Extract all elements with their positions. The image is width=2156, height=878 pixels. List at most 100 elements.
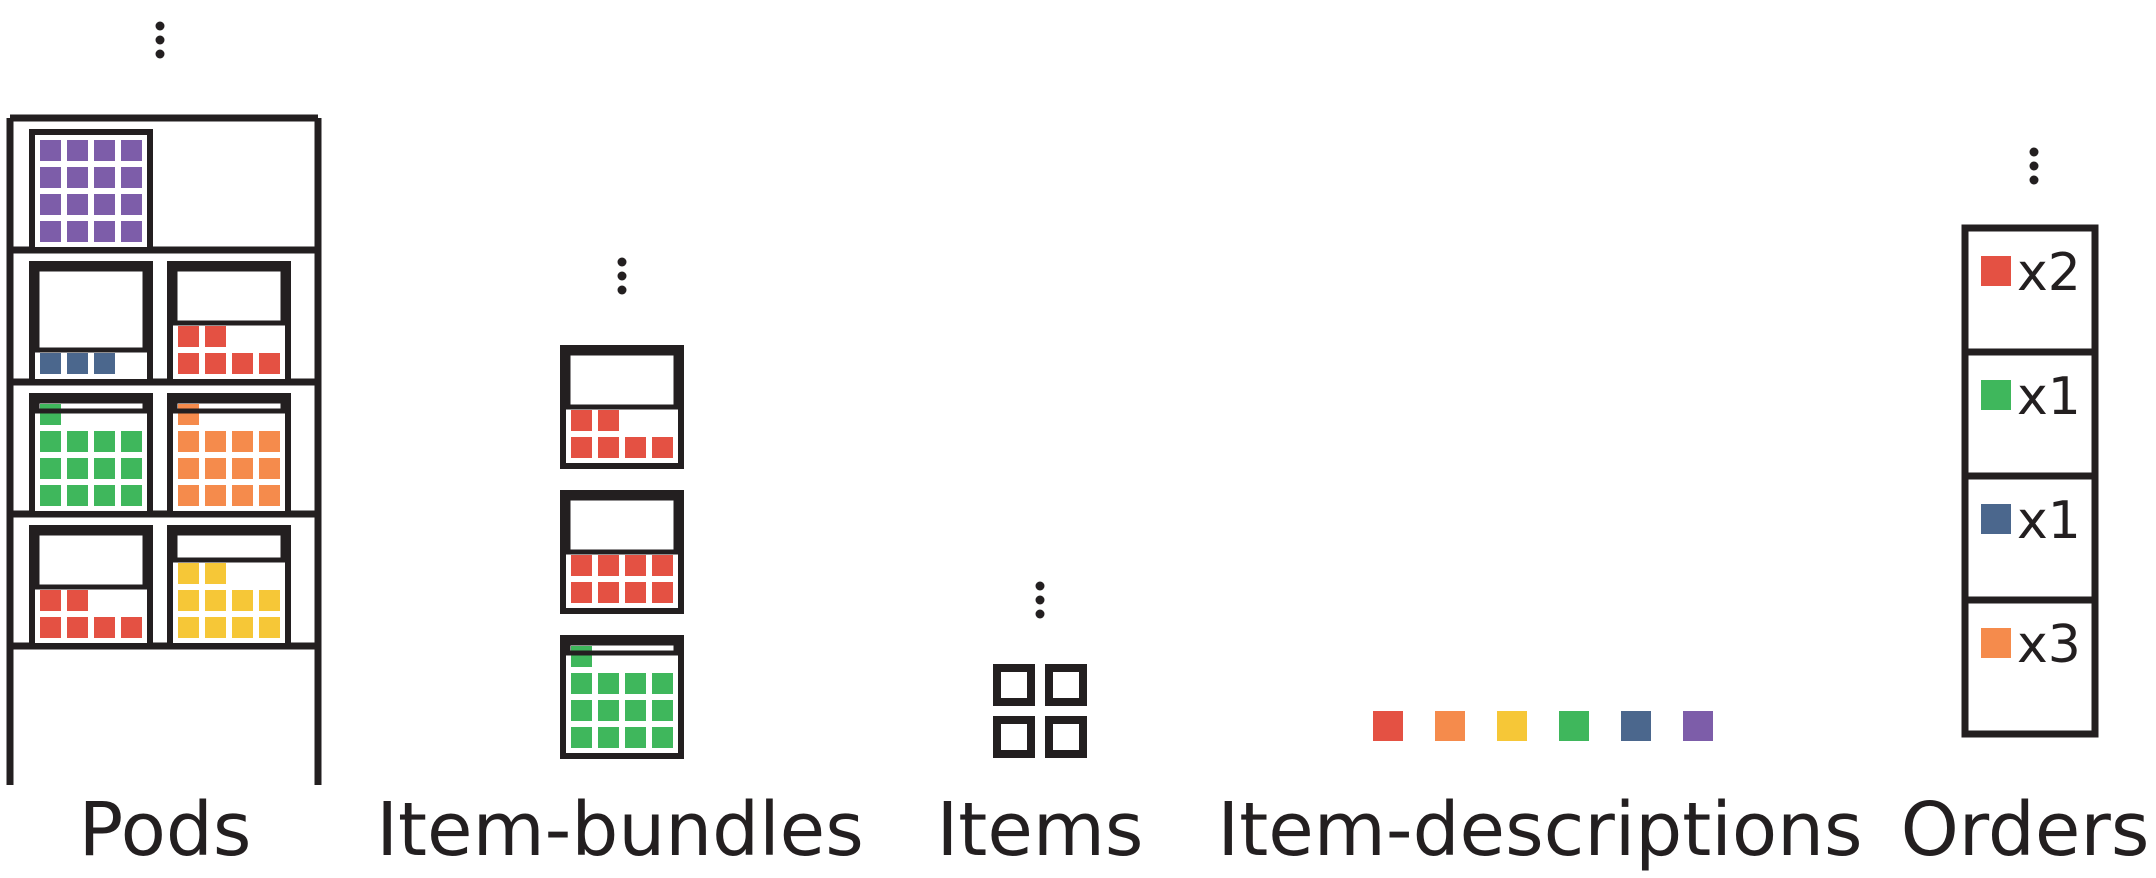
item-square: [571, 437, 592, 458]
item-bundles-stack: [560, 257, 684, 759]
ellipsis-icon: [155, 21, 165, 59]
item-square: [625, 555, 646, 576]
item-square: [625, 700, 646, 721]
item-square: [571, 646, 592, 667]
ellipsis-icon: [617, 257, 627, 295]
bin-empty-area: [565, 350, 679, 410]
pod-bin: [167, 261, 291, 385]
item-square: [40, 458, 61, 479]
item-square: [178, 353, 199, 374]
item-square: [178, 404, 199, 425]
item-square: [571, 700, 592, 721]
item-square: [121, 617, 142, 638]
item-square: [121, 431, 142, 452]
item-square: [67, 140, 88, 161]
item-square: [67, 617, 88, 638]
item-square: [40, 353, 61, 374]
item-square: [178, 326, 199, 347]
item-square: [178, 617, 199, 638]
item-description-swatch: [1435, 711, 1465, 741]
item-square: [94, 221, 115, 242]
item-square: [40, 404, 61, 425]
item-square: [259, 458, 280, 479]
item-square: [94, 431, 115, 452]
item-square: [121, 194, 142, 215]
pod-bin: [167, 393, 291, 517]
bin-empty-area: [565, 640, 679, 656]
order-line-quantity: x3: [2017, 615, 2081, 675]
item-square: [94, 353, 115, 374]
item-description-swatch: [1373, 711, 1403, 741]
order-line-quantity: x1: [2017, 491, 2081, 551]
item-square: [571, 555, 592, 576]
item-square: [178, 590, 199, 611]
item-square: [652, 582, 673, 603]
item-square: [40, 485, 61, 506]
item-square: [205, 431, 226, 452]
pod-bin: [29, 525, 153, 649]
bin-empty-area: [34, 530, 148, 590]
item-square: [67, 431, 88, 452]
item-description-swatch: [1683, 711, 1713, 741]
item-square: [259, 590, 280, 611]
ellipsis-icon: [1035, 581, 1045, 619]
item-square: [259, 353, 280, 374]
item-square: [598, 700, 619, 721]
item-square: [40, 431, 61, 452]
item-square: [598, 727, 619, 748]
item-square: [598, 673, 619, 694]
item-bundles-label: Item-bundles: [376, 787, 864, 873]
item-square: [259, 431, 280, 452]
item-description-swatch: [1559, 711, 1589, 741]
item-square: [571, 727, 592, 748]
item-square: [67, 194, 88, 215]
item-square: [571, 673, 592, 694]
item-square: [67, 590, 88, 611]
item-square: [571, 582, 592, 603]
item-square: [205, 563, 226, 584]
item-square: [94, 485, 115, 506]
order-line-swatch: [1981, 380, 2011, 410]
item-square: [652, 700, 673, 721]
order-line-quantity: x1: [2017, 367, 2081, 427]
item-square: [598, 437, 619, 458]
item-icon: [1045, 664, 1087, 706]
item-square: [67, 221, 88, 242]
item-square: [205, 617, 226, 638]
item-square: [40, 221, 61, 242]
item-square: [205, 458, 226, 479]
item-square: [67, 485, 88, 506]
item-description-swatch: [1497, 711, 1527, 741]
pod-bin: [29, 129, 153, 253]
order-line-quantity: x2: [2017, 243, 2081, 303]
bin-empty-area: [172, 398, 286, 414]
item-bundle: [560, 345, 684, 469]
item-bundle: [560, 490, 684, 614]
bin-empty-area: [172, 530, 286, 563]
bin-empty-area: [172, 266, 286, 326]
items-group: [993, 581, 1087, 758]
item-square: [94, 458, 115, 479]
pod-bin: [29, 261, 153, 385]
item-square: [571, 410, 592, 431]
item-square: [232, 485, 253, 506]
item-square: [205, 485, 226, 506]
item-bundle: [560, 635, 684, 759]
item-square: [652, 555, 673, 576]
item-square: [121, 458, 142, 479]
item-square: [652, 727, 673, 748]
item-square: [259, 617, 280, 638]
item-square: [205, 326, 226, 347]
item-square: [625, 673, 646, 694]
item-square: [94, 167, 115, 188]
order-line-swatch: [1981, 504, 2011, 534]
item-square: [625, 437, 646, 458]
pods-rack: [6, 21, 322, 785]
item-square: [121, 221, 142, 242]
item-square: [232, 431, 253, 452]
pods-label: Pods: [78, 787, 252, 873]
pod-bin: [29, 393, 153, 517]
item-square: [232, 458, 253, 479]
item-icon: [993, 716, 1035, 758]
